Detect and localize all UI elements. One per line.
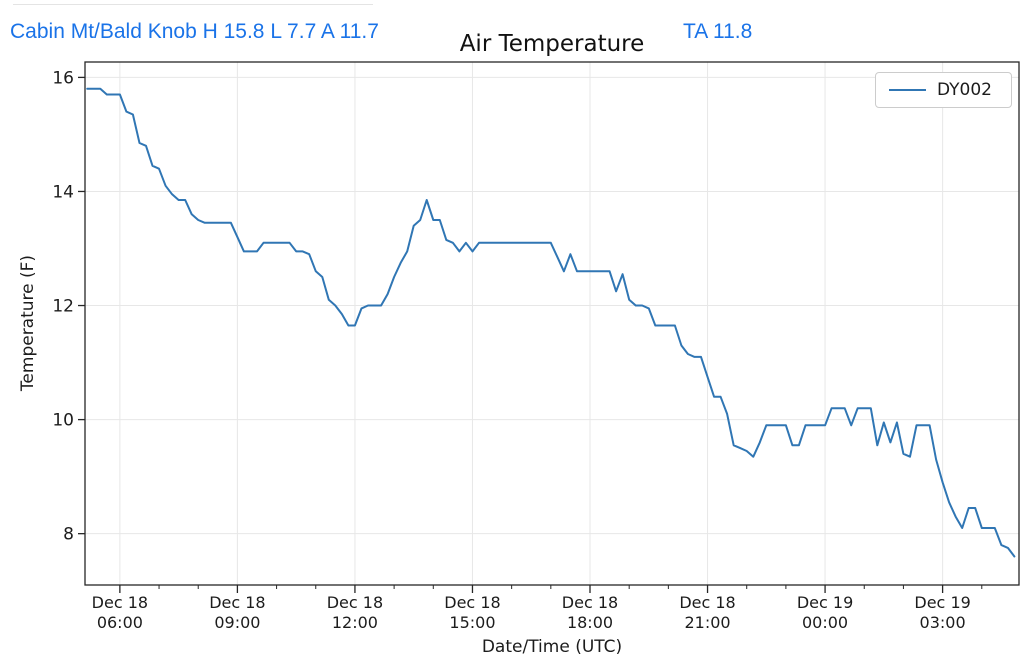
x-tick-label: Dec 18 09:00 [209,593,265,632]
top-divider [13,4,373,5]
legend-series-label: DY002 [937,80,992,100]
temperature-series-line [86,87,1016,558]
chart-title: Air Temperature [459,31,645,57]
y-tick-label: 8 [63,525,74,545]
x-tick-label: Dec 19 03:00 [914,593,970,632]
x-tick-label: Dec 19 00:00 [797,593,853,632]
x-axis-label: Date/Time (UTC) [481,637,623,657]
y-tick-label: 12 [52,297,74,317]
x-tick-label: Dec 18 18:00 [562,593,618,632]
y-tick-label: 16 [52,68,74,88]
ta-reading-text: TA 11.8 [683,20,753,43]
x-tick-label: Dec 18 06:00 [92,593,148,632]
plot-border [84,61,1020,586]
x-tick-label: Dec 18 15:00 [444,593,500,632]
legend-line-sample-icon [889,89,926,91]
x-tick-label: Dec 18 12:00 [327,593,383,632]
x-tick-label: Dec 18 21:00 [679,593,735,632]
y-axis-label: Temperature (F) [18,254,38,392]
legend-box: DY002 [875,72,1012,108]
station-summary-text: Cabin Mt/Bald Knob H 15.8 L 7.7 A 11.7 [10,20,379,43]
y-tick-label: 10 [52,411,74,431]
y-tick-label: 14 [52,182,74,202]
